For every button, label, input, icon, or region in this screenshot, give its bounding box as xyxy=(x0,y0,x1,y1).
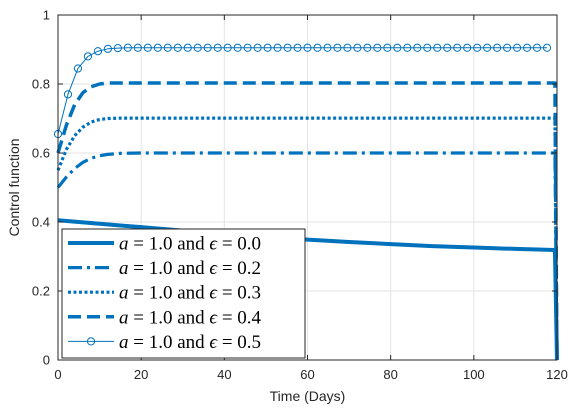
series-marker xyxy=(383,43,392,52)
series-group xyxy=(53,43,559,361)
series-marker xyxy=(413,43,422,52)
series-line-1 xyxy=(56,151,559,361)
series-marker xyxy=(103,44,113,53)
series-marker xyxy=(493,43,502,52)
series-marker xyxy=(73,64,83,73)
series-marker xyxy=(503,43,512,52)
x-tick-label: 100 xyxy=(463,367,485,382)
x-tick-label: 60 xyxy=(300,367,314,382)
series-marker xyxy=(243,43,252,52)
series-marker xyxy=(233,43,242,52)
legend-marker xyxy=(86,337,96,346)
series-marker xyxy=(373,43,382,52)
y-tick-label: 1 xyxy=(43,8,50,23)
y-tick-label: 0.4 xyxy=(32,215,50,230)
series-marker xyxy=(93,47,103,56)
legend-label-2: a = 1.0 and ϵ = 0.3 xyxy=(119,283,261,304)
series-marker xyxy=(313,43,322,52)
series-marker xyxy=(153,43,162,52)
series-marker xyxy=(183,43,192,52)
y-tick-label: 0.8 xyxy=(32,77,50,92)
series-line-0 xyxy=(57,218,559,361)
series-marker xyxy=(213,43,222,52)
series-marker xyxy=(133,43,142,52)
series-marker xyxy=(203,43,212,52)
series-marker xyxy=(193,43,202,52)
y-axis-label: Control function xyxy=(6,138,22,236)
series-marker xyxy=(532,43,542,52)
series-line-4 xyxy=(57,47,548,135)
legend-label-1: a = 1.0 and ϵ = 0.2 xyxy=(119,258,261,279)
series-marker xyxy=(123,43,132,52)
series-marker xyxy=(512,43,522,52)
series-marker xyxy=(343,43,352,52)
series-line-2 xyxy=(56,116,559,361)
series-marker xyxy=(263,43,272,52)
y-tick-label: 0.2 xyxy=(32,284,50,299)
series-marker xyxy=(323,43,332,52)
series-marker xyxy=(253,43,262,52)
series-marker xyxy=(363,43,372,52)
legend-label-0: a = 1.0 and ϵ = 0.0 xyxy=(119,234,261,255)
legend-label-3: a = 1.0 and ϵ = 0.4 xyxy=(119,307,262,328)
series-marker xyxy=(353,43,362,52)
series-marker xyxy=(433,43,442,52)
y-tick-label: 0 xyxy=(43,353,50,368)
series-marker xyxy=(303,43,312,52)
series-marker xyxy=(83,52,93,61)
series-marker xyxy=(522,43,532,52)
series-marker xyxy=(293,43,302,52)
y-tick-label: 0.6 xyxy=(32,146,50,161)
series-marker xyxy=(423,43,432,52)
legend: a = 1.0 and ϵ = 0.0 a = 1.0 and ϵ = 0.2 a … xyxy=(61,228,306,359)
series-marker xyxy=(403,43,412,52)
x-tick-label: 120 xyxy=(546,367,568,382)
series-marker xyxy=(542,43,552,52)
series-marker xyxy=(483,43,492,52)
series-marker xyxy=(453,43,462,52)
series-marker xyxy=(143,43,152,52)
series-marker xyxy=(63,90,73,99)
x-tick-label: 0 xyxy=(54,367,61,382)
series-marker xyxy=(283,43,292,52)
series-marker xyxy=(163,43,172,52)
series-marker xyxy=(463,43,472,52)
series-marker xyxy=(173,43,182,52)
ticks: 0 20 40 60 80 100 120 0 0.2 0.4 0.6 0.8 1 xyxy=(32,8,568,383)
series-marker xyxy=(223,43,232,52)
legend-label-4: a = 1.0 and ϵ = 0.5 xyxy=(119,332,261,353)
x-axis-label: Time (Days) xyxy=(270,388,346,404)
series-marker xyxy=(473,43,482,52)
series-marker xyxy=(273,43,282,52)
series-marker xyxy=(393,43,402,52)
series-marker xyxy=(443,43,452,52)
x-tick-label: 20 xyxy=(134,367,148,382)
x-tick-label: 40 xyxy=(217,367,231,382)
series-marker xyxy=(333,43,342,52)
series-line-3 xyxy=(56,81,559,361)
series-marker xyxy=(113,44,122,53)
x-tick-label: 80 xyxy=(383,367,397,382)
